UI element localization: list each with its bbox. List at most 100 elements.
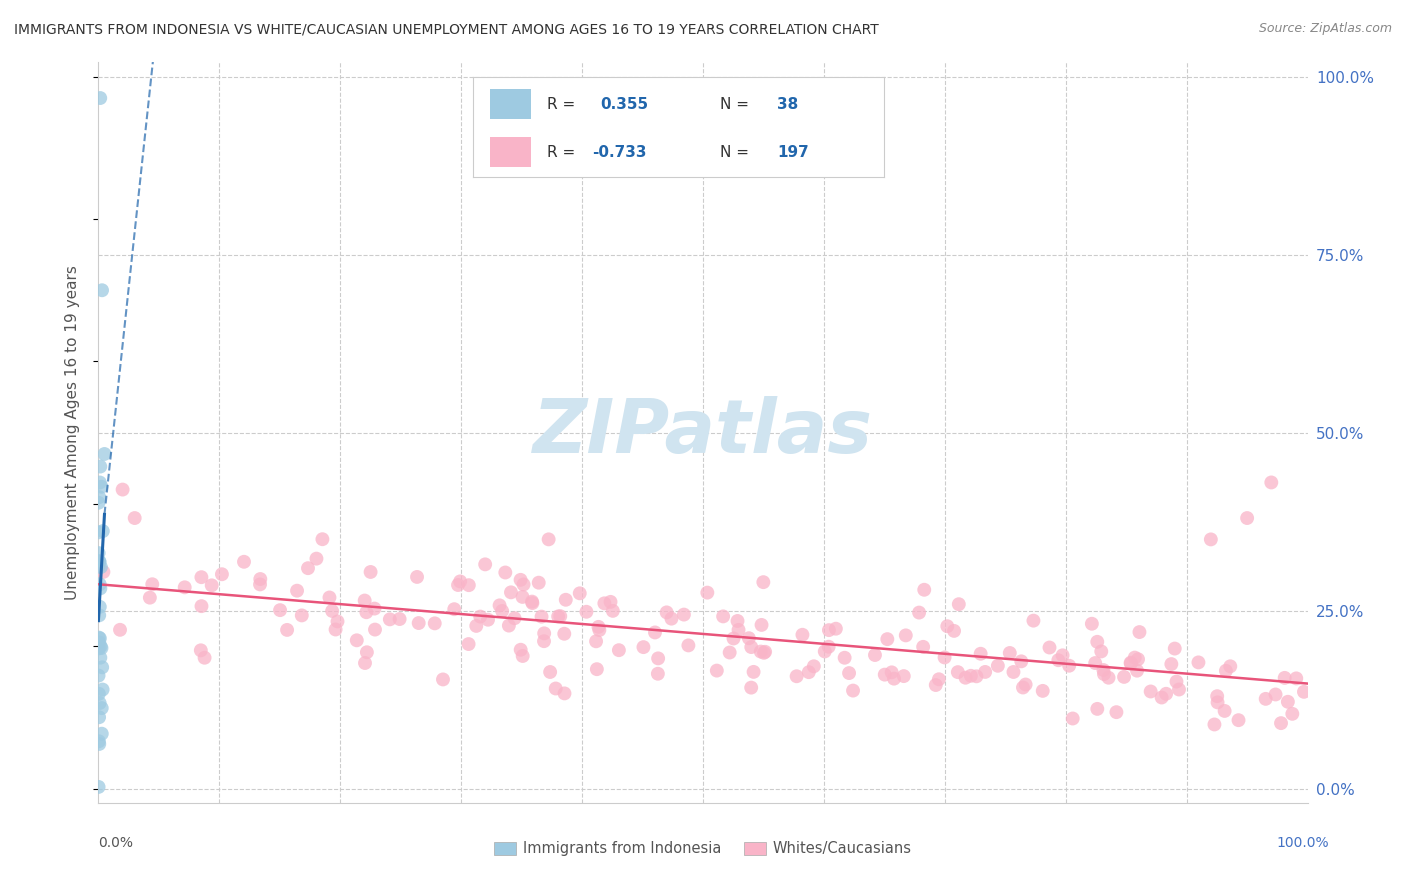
Point bbox=[449, 574, 471, 589]
Point bbox=[696, 585, 718, 599]
Point bbox=[602, 604, 624, 618]
Point bbox=[661, 612, 683, 626]
Point bbox=[1123, 650, 1146, 665]
Point bbox=[752, 646, 775, 660]
Point bbox=[527, 575, 550, 590]
Point bbox=[87, 734, 110, 748]
Point bbox=[644, 625, 666, 640]
Point bbox=[318, 591, 340, 605]
Point bbox=[249, 572, 271, 586]
Point bbox=[356, 645, 378, 659]
Point bbox=[1215, 664, 1237, 678]
Point bbox=[586, 662, 609, 676]
Point bbox=[447, 578, 470, 592]
Point bbox=[678, 639, 700, 653]
Point bbox=[934, 650, 956, 665]
Point bbox=[533, 634, 555, 648]
Point bbox=[655, 606, 678, 620]
Point bbox=[1085, 702, 1108, 716]
Point bbox=[718, 646, 741, 660]
Point bbox=[89, 582, 111, 596]
Point bbox=[201, 578, 224, 592]
Point bbox=[1281, 706, 1303, 721]
Point bbox=[588, 620, 610, 634]
Point bbox=[520, 594, 543, 608]
Point bbox=[1160, 657, 1182, 671]
Point bbox=[599, 595, 621, 609]
Point bbox=[946, 665, 969, 680]
Point bbox=[751, 618, 773, 632]
Point bbox=[87, 631, 110, 645]
Point bbox=[1260, 475, 1282, 490]
Point bbox=[87, 668, 110, 682]
Point bbox=[321, 604, 343, 618]
Point bbox=[1119, 657, 1142, 671]
Point bbox=[727, 623, 749, 637]
Point bbox=[538, 665, 561, 679]
Point bbox=[738, 631, 761, 645]
Point bbox=[503, 611, 526, 625]
Point bbox=[1057, 658, 1080, 673]
Point bbox=[873, 667, 896, 681]
Point bbox=[111, 483, 134, 497]
Point bbox=[544, 681, 567, 696]
Point bbox=[378, 612, 401, 626]
Point bbox=[89, 632, 111, 646]
Point bbox=[90, 641, 112, 656]
Point bbox=[354, 656, 377, 670]
Point bbox=[93, 447, 115, 461]
Point bbox=[607, 643, 630, 657]
Point bbox=[499, 585, 522, 599]
Point bbox=[1081, 616, 1104, 631]
Point bbox=[723, 632, 745, 646]
Point bbox=[1022, 614, 1045, 628]
Point bbox=[797, 665, 820, 680]
Point bbox=[742, 665, 765, 679]
Point bbox=[408, 615, 430, 630]
Point bbox=[585, 634, 607, 648]
Point bbox=[90, 480, 112, 494]
Point bbox=[955, 671, 977, 685]
Point bbox=[1187, 656, 1209, 670]
Point bbox=[93, 565, 115, 579]
Point bbox=[297, 561, 319, 575]
Point bbox=[553, 686, 575, 700]
Point bbox=[1199, 533, 1222, 547]
Point bbox=[465, 619, 488, 633]
Point bbox=[488, 599, 510, 613]
Point bbox=[1292, 685, 1315, 699]
Point bbox=[457, 578, 479, 592]
Point bbox=[1204, 717, 1226, 731]
Text: 100.0%: 100.0% bbox=[1277, 836, 1329, 850]
Point bbox=[356, 605, 378, 619]
Point bbox=[588, 623, 610, 637]
Point bbox=[912, 640, 935, 654]
Point bbox=[1219, 659, 1241, 673]
Point bbox=[969, 647, 991, 661]
Point bbox=[233, 555, 256, 569]
Point bbox=[141, 577, 163, 591]
Point bbox=[1206, 695, 1229, 709]
Point bbox=[842, 683, 865, 698]
Point bbox=[494, 566, 516, 580]
Point bbox=[190, 599, 212, 614]
Point bbox=[1097, 671, 1119, 685]
Point bbox=[457, 637, 479, 651]
Point bbox=[786, 669, 808, 683]
Point bbox=[1270, 716, 1292, 731]
Point bbox=[124, 511, 146, 525]
Point bbox=[498, 618, 520, 632]
Point bbox=[838, 666, 860, 681]
Point bbox=[1168, 682, 1191, 697]
Point bbox=[406, 570, 429, 584]
Point bbox=[90, 640, 112, 654]
Point bbox=[1227, 713, 1250, 727]
Point bbox=[443, 602, 465, 616]
Point bbox=[477, 613, 499, 627]
Point bbox=[928, 673, 950, 687]
Point bbox=[752, 575, 775, 590]
Point bbox=[948, 597, 970, 611]
Point bbox=[87, 559, 110, 574]
Point bbox=[1213, 704, 1236, 718]
Point bbox=[364, 623, 387, 637]
